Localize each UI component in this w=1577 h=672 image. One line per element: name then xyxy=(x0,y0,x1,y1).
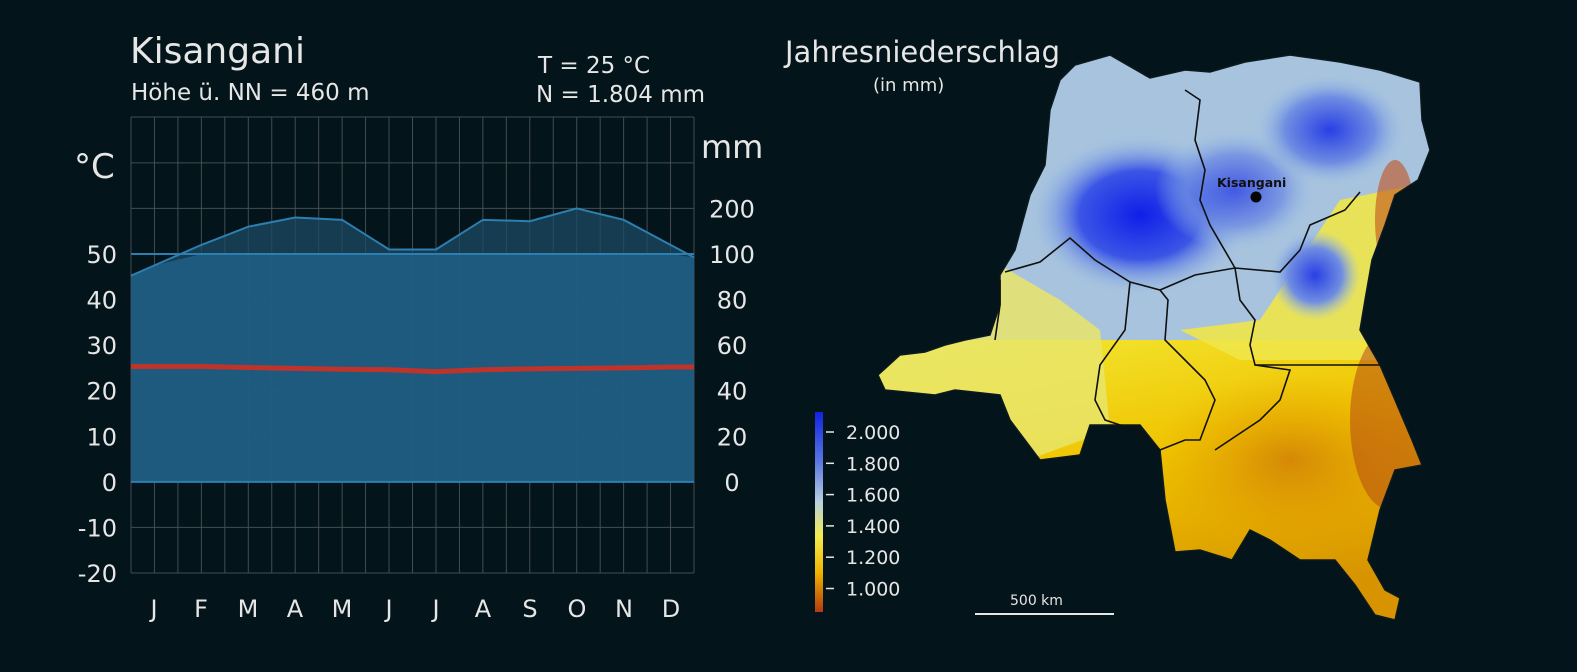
temperature-line xyxy=(131,364,694,375)
map-subtitle: (in mm) xyxy=(873,75,944,96)
scale-label: 500 km xyxy=(1010,593,1063,609)
left-tick-label: 50 xyxy=(86,241,117,269)
right-axis-unit: mm xyxy=(701,128,763,166)
left-axis-ticks: -20 -10 0 10 20 30 40 50 xyxy=(78,241,117,588)
right-axis-ticks: 0 20 40 60 80 100 200 xyxy=(709,195,755,496)
left-tick-label: 30 xyxy=(86,332,117,360)
country-shape xyxy=(877,54,1431,621)
month-label: J xyxy=(383,595,392,623)
precipitation-fill xyxy=(131,254,694,482)
legend-color-bar xyxy=(815,412,823,612)
city-dot xyxy=(1250,191,1262,203)
month-label: F xyxy=(194,595,208,623)
left-tick-label: 20 xyxy=(86,378,117,406)
month-label: A xyxy=(475,595,492,623)
precipitation-outline xyxy=(130,207,695,277)
legend-tick-label: 1.200 xyxy=(846,547,900,569)
legend-tick-label: 1.400 xyxy=(846,516,900,538)
precipitation-area xyxy=(130,207,695,483)
legend-tick-label: 1.800 xyxy=(846,453,900,475)
month-label: J xyxy=(148,595,157,623)
month-label: N xyxy=(615,595,633,623)
left-axis-unit: °C xyxy=(74,147,115,187)
legend-ticks: 2.000 1.800 1.600 1.400 1.200 1.000 xyxy=(826,422,900,601)
month-label: D xyxy=(662,595,680,623)
annual-precipitation: N = 1.804 mm xyxy=(536,82,705,108)
right-tick-label: 200 xyxy=(709,195,755,223)
map-legend: 2.000 1.800 1.600 1.400 1.200 1.000 xyxy=(815,412,900,612)
month-label: A xyxy=(287,595,304,623)
left-tick-label: 40 xyxy=(86,287,117,315)
left-tick-label: -10 xyxy=(78,514,117,542)
chart-subtitle: Höhe ü. NN = 460 m xyxy=(131,80,370,106)
right-tick-label: 0 xyxy=(724,469,739,497)
month-label: M xyxy=(238,595,259,623)
city-marker-kisangani: Kisangani xyxy=(1217,175,1286,203)
temperature-path xyxy=(131,364,694,375)
legend-tick-label: 1.600 xyxy=(846,485,900,507)
month-label: S xyxy=(522,595,537,623)
left-tick-label: -20 xyxy=(78,560,117,588)
month-label: O xyxy=(568,595,587,623)
right-tick-label: 40 xyxy=(717,378,748,406)
precipitation-map: Jahresniederschlag (in mm) xyxy=(783,35,1431,621)
left-tick-label: 10 xyxy=(86,423,117,451)
map-title: Jahresniederschlag xyxy=(783,35,1060,69)
month-label: M xyxy=(332,595,353,623)
chart-title: Kisangani xyxy=(130,31,305,72)
legend-tick-label: 1.000 xyxy=(846,579,900,601)
right-tick-label: 60 xyxy=(717,332,748,360)
right-tick-label: 100 xyxy=(709,241,755,269)
map-scale-bar: 500 km xyxy=(975,593,1114,615)
month-label: J xyxy=(430,595,439,623)
climate-chart: Kisangani Höhe ü. NN = 460 m T = 25 °C N… xyxy=(74,31,763,623)
city-label: Kisangani xyxy=(1217,175,1286,190)
right-tick-label: 80 xyxy=(717,287,748,315)
annual-temperature: T = 25 °C xyxy=(537,53,650,79)
left-tick-label: 0 xyxy=(102,469,117,497)
right-tick-label: 20 xyxy=(717,423,748,451)
legend-tick-label: 2.000 xyxy=(846,422,900,444)
